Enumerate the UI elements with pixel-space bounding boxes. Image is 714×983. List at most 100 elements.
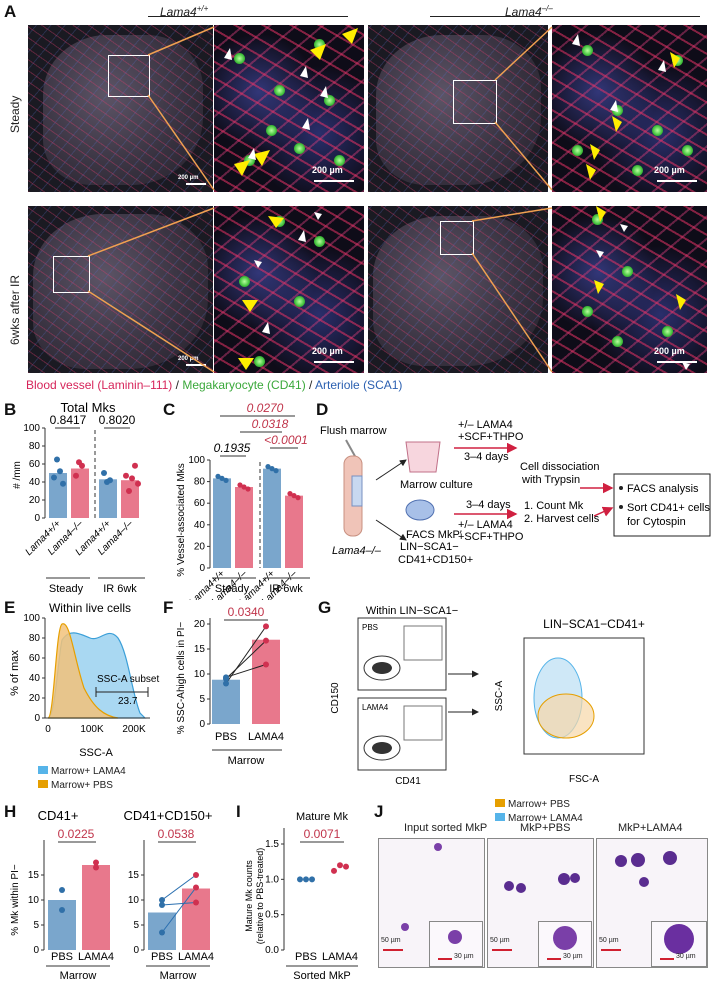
facs2: LIN−SCA1− <box>400 541 459 553</box>
bar <box>82 865 110 950</box>
y-tick-label: 0 <box>133 945 139 956</box>
y-tick-label: 15 <box>128 870 140 881</box>
panel-c-label: C <box>163 400 176 419</box>
zoom-region-box <box>108 55 150 97</box>
data-point <box>337 862 343 869</box>
panel-c-ylabel: % Vessel-associated Mks <box>176 463 187 576</box>
days2: 3–4 days <box>466 499 511 511</box>
data-point <box>273 468 279 474</box>
panel-e-label: E <box>4 598 16 617</box>
panel-f-ylabel: % SSC-Ahigh cells in PI− <box>176 622 187 735</box>
panel-g-legend: Marrow+ PBS Marrow+ LAMA4 <box>495 798 583 826</box>
zoom-region-box <box>453 80 497 124</box>
panel-c-p-left: 0.1935 <box>214 441 251 455</box>
panel-i-title: Mature Mk <box>296 811 348 823</box>
pbs-histogram <box>47 623 119 719</box>
panel-h-title1: CD41+ <box>38 808 79 823</box>
cytospin-lama4: 30 µm 50 µm <box>596 838 708 968</box>
pair-line <box>225 664 267 678</box>
data-point <box>241 484 247 490</box>
x-tick-label: LAMA4 <box>78 951 114 963</box>
treat1b: +SCF+THPO <box>458 431 524 443</box>
panel-b-label: B <box>4 400 17 419</box>
panel-b-p1: 0.8417 <box>50 413 87 427</box>
panel-h-p2: 0.0538 <box>158 827 195 841</box>
outcome-box <box>613 473 711 537</box>
data-point <box>265 464 271 470</box>
pair-line <box>225 626 267 684</box>
inset: 30 µm <box>429 921 483 967</box>
x-tick-label: 0 <box>45 724 51 735</box>
y-tick-label: 80 <box>29 441 41 452</box>
bar <box>285 495 303 568</box>
bar <box>121 480 139 518</box>
panel-e-xlabel: SSC-A <box>79 747 113 758</box>
panel-h-label: H <box>4 802 17 821</box>
legend-red: Blood vessel (Laminin–111) <box>26 378 173 392</box>
dissoc1: Cell dissociation <box>520 461 599 473</box>
y-tick-label: 60 <box>29 459 41 470</box>
data-point <box>193 899 199 906</box>
panel-e-ylabel: % of max <box>9 650 21 696</box>
y-tick-label: 60 <box>194 498 206 509</box>
data-point <box>101 470 107 476</box>
x-tick-label: LAMA4 <box>178 951 214 963</box>
bar <box>235 487 253 568</box>
panel-h-group1: Marrow <box>60 970 97 982</box>
facs-icon <box>405 499 435 521</box>
y-tick-label: 15 <box>28 870 40 881</box>
inset: 30 µm <box>538 921 592 967</box>
panel-b-p2: 0.8020 <box>99 413 136 427</box>
y-tick-label: 20 <box>194 619 206 630</box>
data-point <box>193 884 199 891</box>
y-tick-label: 10 <box>194 669 206 680</box>
micrograph-ko-steady-zoom: 200 µm <box>552 25 707 192</box>
data-point <box>287 491 293 497</box>
data-point <box>309 876 315 883</box>
pair-line <box>161 887 197 933</box>
out3: for Cytospin <box>627 516 686 528</box>
panel-c-group2: IR 6wk <box>269 583 303 595</box>
cytospin-input: 30 µm 50 µm <box>378 838 485 968</box>
col1-header: Lama4+/+ <box>160 4 209 19</box>
flush-label: Flush marrow <box>320 425 387 437</box>
data-point <box>93 864 99 871</box>
panel-i-group: Sorted MkP <box>293 970 350 982</box>
y-tick-label: 5 <box>133 920 139 931</box>
panel-g-xlabel: CD41 <box>395 776 421 787</box>
data-point <box>291 493 297 499</box>
panel-h-p1: 0.0225 <box>58 827 95 841</box>
panel-d-label: D <box>316 400 329 419</box>
panel-e-legend: Marrow+ LAMA4 Marrow+ PBS <box>38 765 126 793</box>
bar <box>252 639 280 724</box>
x-tick-label: LAMA4 <box>322 951 358 963</box>
inset: 30 µm <box>651 921 707 967</box>
bar <box>263 468 281 568</box>
data-point <box>126 488 132 494</box>
treat1a: +/– LAMA4 <box>458 419 513 431</box>
col2-rule <box>430 16 700 17</box>
micrograph-ko-ir-zoom: 200 µm <box>552 206 707 373</box>
y-tick-label: 100 <box>23 423 40 434</box>
data-point <box>263 661 269 668</box>
y-tick-label: 0 <box>33 945 39 956</box>
data-point <box>107 477 113 484</box>
panel-j-title-2: MkP+PBS <box>520 822 571 834</box>
y-tick-label: 10 <box>128 895 140 906</box>
y-tick-label: 0 <box>34 713 40 724</box>
data-point <box>54 456 60 463</box>
panel-a-label: A <box>4 2 17 21</box>
days1: 3–4 days <box>464 451 509 463</box>
panel-a-legend: Blood vessel (Laminin–111) / Megakaryocy… <box>26 378 403 392</box>
data-point <box>263 623 269 630</box>
y-tick-label: 20 <box>29 495 41 506</box>
data-point <box>297 876 303 883</box>
y-tick-label: 40 <box>194 520 206 531</box>
legend-item-pbs: Marrow+ PBS <box>38 779 126 793</box>
data-point <box>123 472 129 479</box>
x-tick-label: 100K <box>80 724 104 735</box>
x-tick-label: PBS <box>151 951 173 963</box>
panel-b-chart: Total Mks # /mm 0 20 40 60 80 100 0.8417 0.80… <box>12 400 145 595</box>
panel-a-overlay <box>87 26 690 373</box>
panel-i-label: I <box>236 802 241 821</box>
